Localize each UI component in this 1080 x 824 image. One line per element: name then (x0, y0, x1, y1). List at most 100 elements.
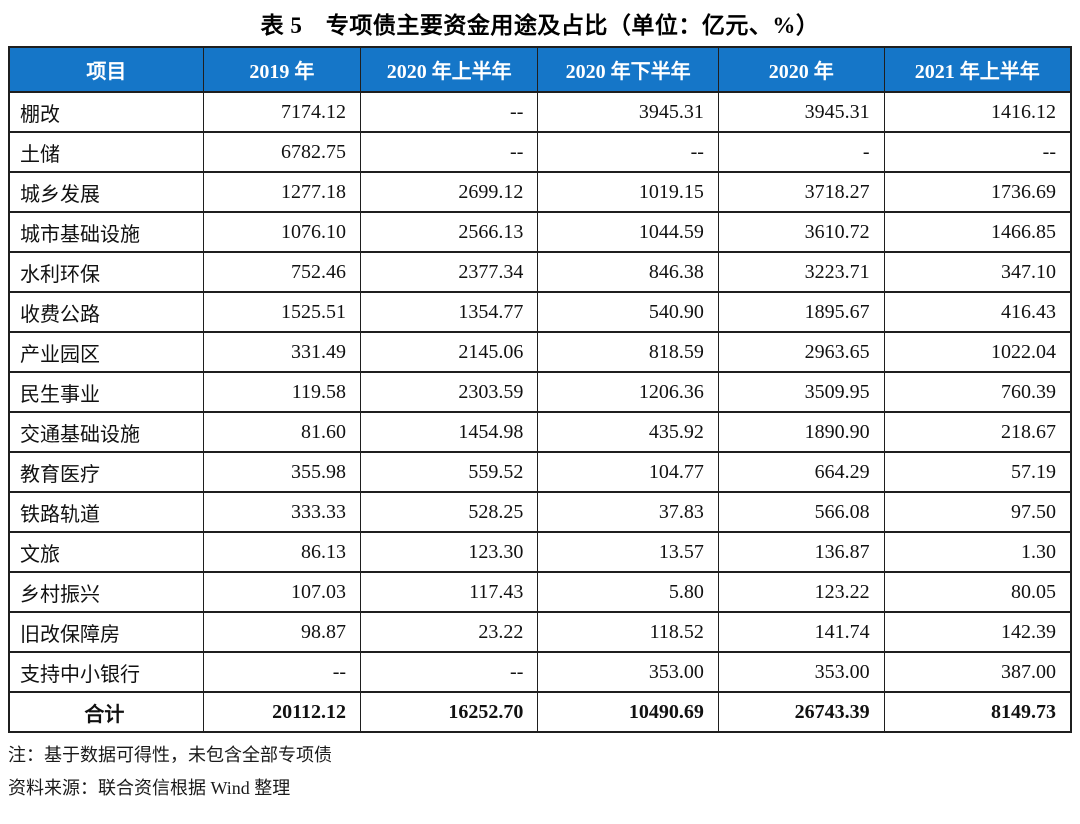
cell-value: 8149.73 (883, 691, 1072, 733)
cell-value: 760.39 (883, 371, 1072, 413)
cell-value: 3509.95 (717, 371, 885, 413)
cell-value: 10490.69 (537, 691, 719, 733)
cell-value: 23.22 (360, 611, 539, 653)
row-label: 土储 (8, 131, 204, 173)
row-label: 民生事业 (8, 371, 204, 413)
table-row: 教育医疗 355.98 559.52 104.77 664.29 57.19 (8, 451, 1072, 493)
row-label: 铁路轨道 (8, 491, 204, 533)
source-note: 资料来源：联合资信根据 Wind 整理 (8, 778, 291, 799)
cell-value: -- (537, 131, 719, 173)
row-label: 教育医疗 (8, 451, 204, 493)
data-availability-note: 注：基于数据可得性，未包含全部专项债 (8, 745, 332, 765)
cell-value: 136.87 (717, 531, 885, 573)
cell-value: - (717, 131, 885, 173)
table-row: 乡村振兴 107.03 117.43 5.80 123.22 80.05 (8, 571, 1072, 613)
cell-value: 333.33 (202, 491, 362, 533)
cell-value: 141.74 (717, 611, 885, 653)
cell-value: 3945.31 (537, 91, 719, 133)
cell-value: 528.25 (360, 491, 539, 533)
cell-value: 16252.70 (360, 691, 539, 733)
cell-value: 2303.59 (360, 371, 539, 413)
cell-value: 2145.06 (360, 331, 539, 373)
row-label: 交通基础设施 (8, 411, 204, 453)
special-bond-usage-table: 项目 2019 年 2020 年上半年 2020 年下半年 2020 年 2021 年上半… (8, 46, 1072, 733)
cell-value: 5.80 (537, 571, 719, 613)
table-row: 土储 6782.75 -- -- - -- (8, 131, 1072, 173)
cell-value: 566.08 (717, 491, 885, 533)
cell-value: 540.90 (537, 291, 719, 333)
cell-value: 818.59 (537, 331, 719, 373)
cell-value: 98.87 (202, 611, 362, 653)
cell-value: 353.00 (537, 651, 719, 693)
table-title: 表 5 专项债主要资金用途及占比（单位：亿元、%） (260, 13, 820, 38)
row-label: 支持中小银行 (8, 651, 204, 693)
cell-value: 3223.71 (717, 251, 885, 293)
cell-value: 331.49 (202, 331, 362, 373)
cell-value: 13.57 (537, 531, 719, 573)
cell-value: 1890.90 (717, 411, 885, 453)
row-label: 旧改保障房 (8, 611, 204, 653)
total-row-label: 合计 (8, 691, 204, 733)
cell-value: 2377.34 (360, 251, 539, 293)
cell-value: 355.98 (202, 451, 362, 493)
table-row: 水利环保 752.46 2377.34 846.38 3223.71 347.10 (8, 251, 1072, 293)
row-label: 水利环保 (8, 251, 204, 293)
cell-value: 1076.10 (202, 211, 362, 253)
cell-value: 86.13 (202, 531, 362, 573)
cell-value: 3610.72 (717, 211, 885, 253)
cell-value: 1895.67 (717, 291, 885, 333)
cell-value: 1044.59 (537, 211, 719, 253)
row-label: 乡村振兴 (8, 571, 204, 613)
table-row: 铁路轨道 333.33 528.25 37.83 566.08 97.50 (8, 491, 1072, 533)
row-label: 城市基础设施 (8, 211, 204, 253)
cell-value: 1022.04 (883, 331, 1072, 373)
column-header-item: 项目 (8, 46, 204, 93)
row-label: 文旅 (8, 531, 204, 573)
cell-value: 1354.77 (360, 291, 539, 333)
row-label: 收费公路 (8, 291, 204, 333)
column-header-period-1: 2019 年 (202, 46, 362, 93)
table-notes: 注：基于数据可得性，未包含全部专项债 资料来源：联合资信根据 Wind 整理 (8, 739, 1072, 806)
column-header-period-2: 2020 年上半年 (360, 46, 539, 93)
cell-value: 416.43 (883, 291, 1072, 333)
total-row: 合计 20112.12 16252.70 10490.69 26743.39 8149.7… (8, 691, 1072, 733)
cell-value: 1525.51 (202, 291, 362, 333)
cell-value: 20112.12 (202, 691, 362, 733)
table-body: 棚改 7174.12 -- 3945.31 3945.31 1416.12 土储 6782.7… (8, 91, 1072, 733)
cell-value: 1466.85 (883, 211, 1072, 253)
cell-value: 752.46 (202, 251, 362, 293)
row-label: 棚改 (8, 91, 204, 133)
cell-value: 347.10 (883, 251, 1072, 293)
cell-value: -- (360, 131, 539, 173)
cell-value: 846.38 (537, 251, 719, 293)
cell-value: 104.77 (537, 451, 719, 493)
cell-value: 664.29 (717, 451, 885, 493)
table-row: 旧改保障房 98.87 23.22 118.52 141.74 142.39 (8, 611, 1072, 653)
table-row: 城市基础设施 1076.10 2566.13 1044.59 3610.72 1466.8… (8, 211, 1072, 253)
cell-value: 1454.98 (360, 411, 539, 453)
cell-value: 2963.65 (717, 331, 885, 373)
column-header-period-5: 2021 年上半年 (883, 46, 1072, 93)
cell-value: 1.30 (883, 531, 1072, 573)
cell-value: 1736.69 (883, 171, 1072, 213)
cell-value: -- (360, 91, 539, 133)
cell-value: 80.05 (883, 571, 1072, 613)
table-row: 城乡发展 1277.18 2699.12 1019.15 3718.27 1736.69 (8, 171, 1072, 213)
header-row: 项目 2019 年 2020 年上半年 2020 年下半年 2020 年 2021 年上半… (8, 46, 1072, 93)
cell-value: 142.39 (883, 611, 1072, 653)
column-header-period-4: 2020 年 (717, 46, 885, 93)
cell-value: -- (883, 131, 1072, 173)
column-header-period-3: 2020 年下半年 (537, 46, 719, 93)
cell-value: 6782.75 (202, 131, 362, 173)
row-label: 城乡发展 (8, 171, 204, 213)
table-row: 收费公路 1525.51 1354.77 540.90 1895.67 416.43 (8, 291, 1072, 333)
cell-value: 218.67 (883, 411, 1072, 453)
cell-value: 435.92 (537, 411, 719, 453)
cell-value: 97.50 (883, 491, 1072, 533)
table-row: 民生事业 119.58 2303.59 1206.36 3509.95 760.39 (8, 371, 1072, 413)
table-row: 支持中小银行 -- -- 353.00 353.00 387.00 (8, 651, 1072, 693)
cell-value: 26743.39 (717, 691, 885, 733)
cell-value: 3718.27 (717, 171, 885, 213)
table-row: 产业园区 331.49 2145.06 818.59 2963.65 1022.04 (8, 331, 1072, 373)
